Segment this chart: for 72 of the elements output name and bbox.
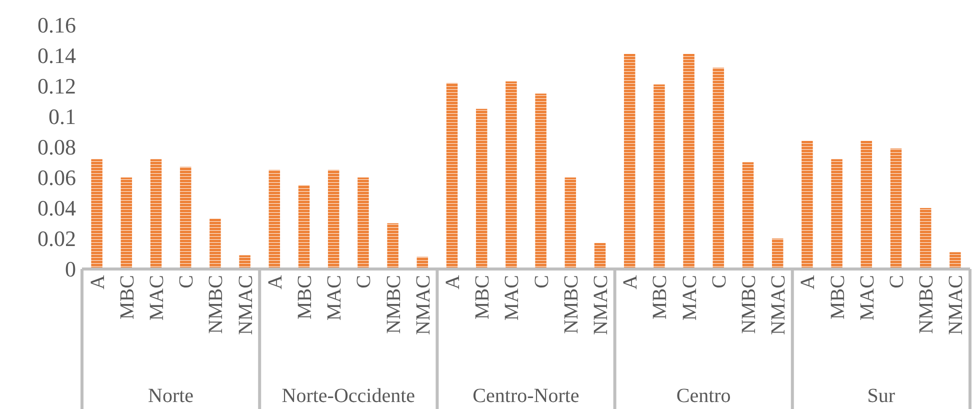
text: Norte bbox=[148, 385, 194, 407]
y-tick-label: 0 bbox=[65, 256, 76, 282]
bar bbox=[446, 82, 458, 269]
y-tick-label: 0.12 bbox=[38, 74, 76, 99]
bar bbox=[802, 140, 813, 269]
x-tick-label: MBC bbox=[472, 275, 494, 320]
bar bbox=[180, 166, 192, 269]
x-tick-label: C bbox=[176, 275, 198, 288]
x-tick-label: MAC bbox=[678, 275, 701, 321]
x-tick-label: C bbox=[353, 275, 376, 288]
x-tick-label: NMAC bbox=[412, 275, 434, 336]
bar bbox=[654, 84, 665, 269]
bar bbox=[506, 81, 517, 269]
y-tick-label: 0.08 bbox=[38, 134, 76, 160]
x-tick-label: NMAC bbox=[234, 275, 257, 336]
x-tick-label: A bbox=[86, 274, 109, 290]
y-tick-label: 0.14 bbox=[38, 43, 76, 68]
bar bbox=[712, 68, 724, 269]
bar bbox=[298, 185, 310, 269]
x-tick-label: NMAC bbox=[590, 275, 612, 336]
bar bbox=[594, 243, 606, 269]
bar bbox=[358, 178, 369, 269]
x-tick-label: NMBC bbox=[738, 275, 760, 334]
bar bbox=[772, 238, 784, 269]
bar bbox=[920, 208, 932, 269]
x-tick-label: A bbox=[797, 274, 820, 290]
x-tick-label: C bbox=[708, 275, 730, 288]
bar bbox=[387, 223, 398, 269]
x-tick-label: MBC bbox=[116, 275, 138, 320]
bar bbox=[683, 54, 694, 269]
x-tick-label: C bbox=[530, 275, 553, 288]
x-tick-label: MAC bbox=[856, 275, 878, 321]
bar bbox=[860, 140, 872, 269]
bar bbox=[120, 178, 132, 269]
x-tick-label: MAC bbox=[324, 275, 346, 321]
y-tick-label: 0.04 bbox=[38, 196, 76, 221]
bar bbox=[950, 252, 961, 269]
x-tick-label: A bbox=[620, 274, 642, 290]
text: Sur bbox=[867, 385, 896, 407]
text: Centro-Norte bbox=[472, 385, 580, 407]
bar bbox=[535, 94, 546, 269]
x-tick-label: NMBC bbox=[916, 275, 938, 334]
bar bbox=[890, 148, 902, 269]
bar bbox=[150, 159, 162, 269]
bar bbox=[564, 178, 576, 269]
x-tick-label: NMAC bbox=[945, 275, 968, 336]
bar bbox=[91, 159, 102, 269]
bar bbox=[742, 162, 754, 269]
bar bbox=[624, 54, 636, 269]
bar bbox=[210, 218, 221, 269]
x-tick-label: MBC bbox=[826, 275, 849, 320]
x-tick-label: NMBC bbox=[382, 275, 405, 334]
bar bbox=[328, 170, 340, 269]
x-tick-label: MAC bbox=[501, 275, 524, 321]
y-tick-label: 0.06 bbox=[38, 165, 76, 190]
x-tick-label: NMBC bbox=[205, 275, 228, 334]
x-tick-label: MAC bbox=[146, 275, 168, 321]
x-tick-label: C bbox=[886, 275, 908, 288]
x-tick-label: NMBC bbox=[560, 275, 582, 334]
x-tick-label: NMAC bbox=[768, 275, 790, 336]
x-tick-label: MBC bbox=[649, 275, 672, 320]
bar bbox=[831, 159, 842, 269]
y-tick-label: 0.16 bbox=[38, 12, 76, 38]
x-tick-label: A bbox=[442, 274, 464, 290]
bar bbox=[476, 108, 488, 269]
y-tick-label: 0.1 bbox=[48, 104, 76, 130]
text: Norte-Occidente bbox=[282, 385, 416, 407]
x-tick-label: A bbox=[264, 274, 286, 290]
bar bbox=[268, 170, 280, 269]
text: Centro bbox=[676, 385, 731, 407]
y-tick-label: 0.02 bbox=[38, 226, 76, 252]
x-tick-label: MBC bbox=[294, 275, 316, 320]
